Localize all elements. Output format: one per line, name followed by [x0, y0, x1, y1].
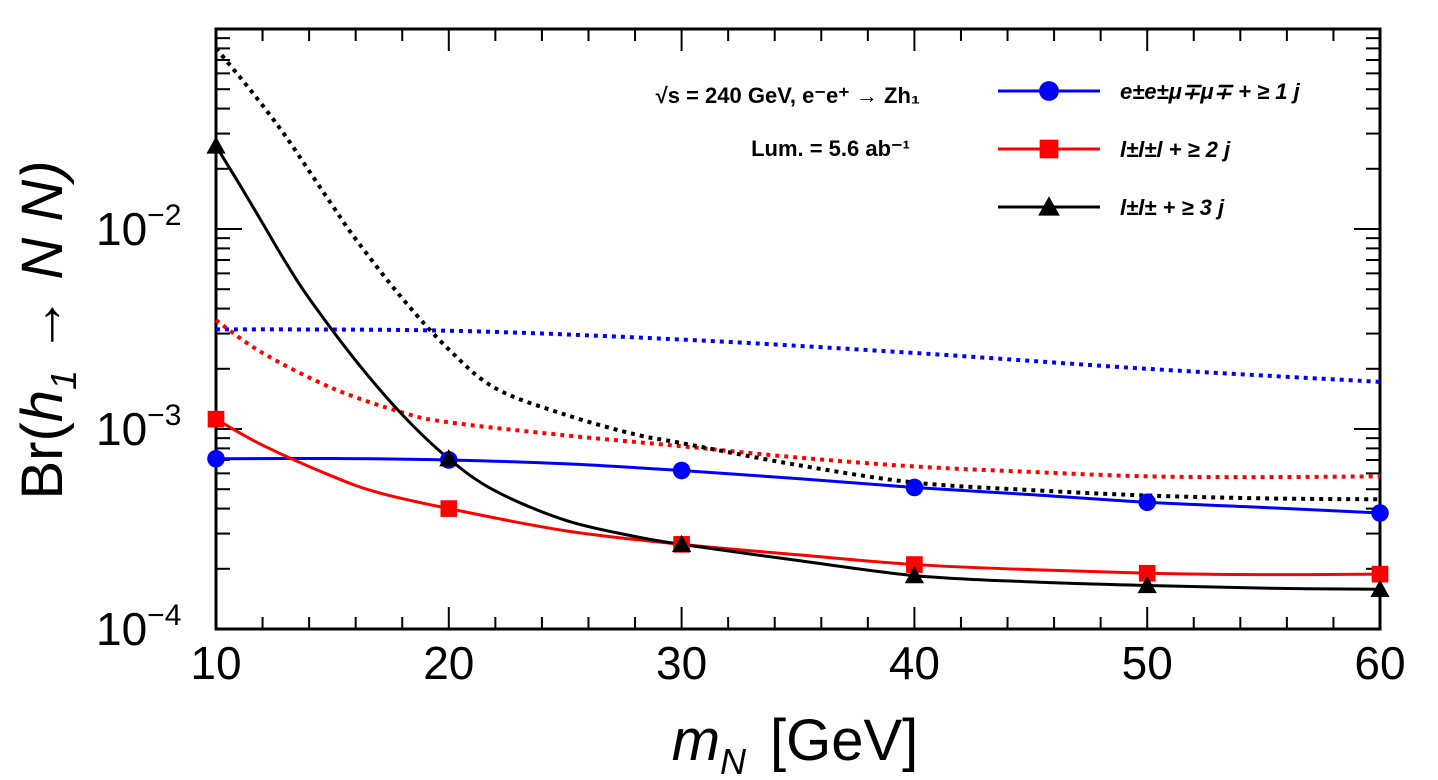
legend-label: l±l± + ≥ 3 j	[1120, 195, 1225, 220]
legend-label: l±l±l + ≥ 2 j	[1120, 137, 1231, 162]
x-tick-label: 20	[423, 637, 474, 689]
expected-line	[214, 47, 1381, 502]
data-point-triangle	[1370, 579, 1390, 597]
x-tick-label: 40	[889, 637, 940, 689]
markers	[206, 136, 1390, 597]
x-tick-label: 50	[1122, 637, 1173, 689]
expected-line	[215, 327, 1381, 384]
tick-marks	[215, 29, 1381, 630]
annotation-lumi: Lum. = 5.6 ab⁻¹	[751, 136, 910, 161]
expected-lines	[214, 47, 1381, 502]
observed-line	[215, 456, 1381, 515]
data-point-triangle	[206, 136, 226, 154]
y-tick-label: 10−4	[96, 599, 181, 655]
data-point-square	[1039, 139, 1059, 159]
data-point-circle	[207, 449, 225, 468]
legend-label: e±e±μ∓μ∓ + ≥ 1 j	[1120, 79, 1301, 104]
data-point-triangle	[1137, 575, 1157, 594]
x-tick-label: 10	[190, 637, 241, 689]
x-tick-label: 60	[1354, 637, 1405, 689]
annotation-energy: √s = 240 GeV, e⁻e⁺ → Zh₁	[656, 83, 920, 108]
data-point-circle	[905, 478, 924, 497]
data-point-triangle	[439, 449, 459, 467]
y-tick-label: 10−3	[96, 399, 181, 455]
observed-line	[214, 145, 1381, 591]
data-point-circle	[1138, 493, 1156, 512]
data-point-square	[440, 500, 458, 517]
plot-frame	[214, 27, 1382, 631]
data-point-square	[906, 556, 923, 573]
y-tick-label: 10−2	[96, 199, 181, 255]
data-point-triangle	[904, 565, 924, 584]
x-tick-labels: 10 20 30 40 50 60	[190, 637, 1405, 689]
legend: e±e±μ∓μ∓ + ≥ 1 j l±l±l + ≥ 2 j l±l± + ≥ 3 …	[998, 79, 1301, 220]
data-point-triangle	[1038, 196, 1060, 216]
x-tick-label: 30	[656, 637, 707, 689]
expected-line	[214, 318, 1381, 480]
data-point-square	[207, 410, 225, 428]
data-point-square	[1138, 564, 1156, 582]
data-point-square	[1371, 565, 1389, 583]
x-axis-title: mN [GeV]	[672, 708, 919, 780]
y-axis-title: Br(h1 → N N)	[10, 160, 84, 499]
data-point-circle	[1371, 504, 1389, 522]
data-point-circle	[672, 461, 691, 480]
data-point-triangle	[672, 534, 692, 553]
data-point-circle	[1039, 81, 1059, 101]
y-tick-labels: 10−2 10−3 10−4	[96, 199, 181, 655]
